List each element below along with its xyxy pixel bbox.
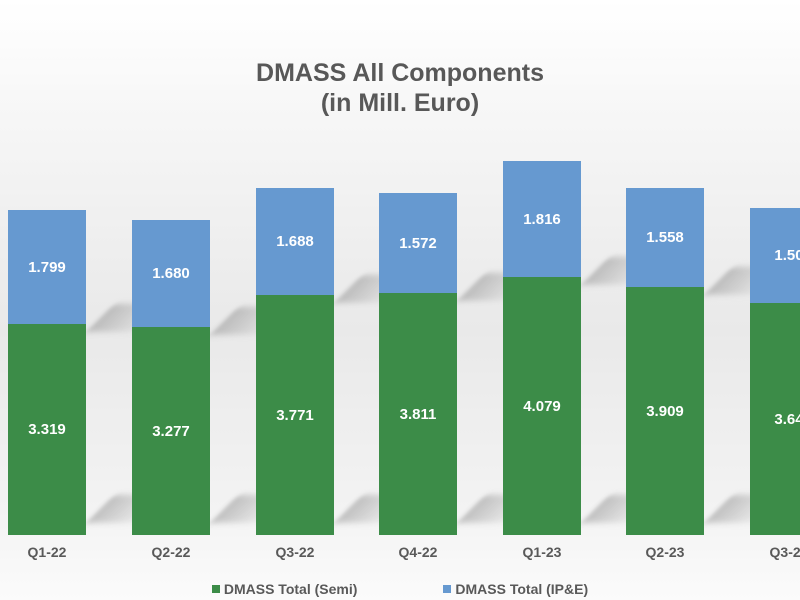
data-label-semi: 3.64	[774, 410, 800, 428]
x-axis-label: Q4-22	[398, 544, 438, 560]
bar-q2-22[interactable]: 1.680 3.277	[132, 220, 210, 535]
chart-subtitle: (in Mill. Euro)	[320, 89, 480, 117]
data-label-ipe: 1.799	[28, 258, 66, 276]
data-label-ipe: 1.50	[774, 247, 800, 264]
legend: DMASS Total (Semi) DMASS Total (IP&E)	[0, 581, 800, 597]
bar-segment-ipe[interactable]: 1.799	[8, 210, 86, 324]
chart-title: DMASS All Components (in Mill. Euro)	[0, 58, 800, 118]
chart-title-main: DMASS All Components	[256, 59, 544, 87]
data-label-ipe: 1.688	[276, 233, 314, 250]
data-label-semi: 3.319	[28, 421, 66, 438]
bar-segment-semi[interactable]: 3.64	[750, 303, 800, 535]
bar-segment-ipe[interactable]: 1.50	[750, 208, 800, 303]
bar-q1-22[interactable]: 1.799 3.319	[8, 210, 86, 535]
bar-segment-semi[interactable]: 3.277	[132, 327, 210, 535]
bar-q3-23[interactable]: 1.50 3.64	[750, 208, 800, 535]
bar-q4-22[interactable]: 1.572 3.811	[379, 193, 457, 535]
bar-segment-semi[interactable]: 3.319	[8, 324, 86, 535]
bar-segment-ipe[interactable]: 1.680	[132, 220, 210, 327]
bar-q3-22[interactable]: 1.688 3.771	[256, 188, 334, 535]
data-label-semi: 3.811	[399, 405, 437, 423]
bar-segment-ipe[interactable]: 1.572	[379, 193, 457, 293]
x-axis-label: Q1-23	[522, 544, 562, 560]
data-label-ipe: 1.680	[152, 265, 190, 282]
bar-q2-23[interactable]: 1.558 3.909	[626, 188, 704, 535]
bar-segment-semi[interactable]: 3.771	[256, 295, 334, 535]
bar-segment-semi[interactable]: 3.909	[626, 287, 704, 535]
data-label-ipe: 1.816	[523, 210, 561, 228]
data-label-semi: 3.909	[646, 402, 684, 420]
x-axis-label: Q3-23	[769, 544, 800, 560]
x-axis-label: Q1-22	[27, 544, 67, 560]
legend-swatch-semi	[211, 585, 220, 593]
bar-segment-semi[interactable]: 3.811	[379, 293, 457, 535]
bar-segment-ipe[interactable]: 1.816	[503, 161, 581, 277]
bar-segment-semi[interactable]: 4.079	[503, 277, 581, 535]
data-label-ipe: 1.558	[646, 229, 684, 246]
legend-label-ipe: DMASS Total (IP&E)	[455, 581, 589, 597]
x-axis-label: Q3-22	[275, 544, 315, 560]
legend-item-semi[interactable]: DMASS Total (Semi)	[211, 581, 358, 597]
legend-item-ipe[interactable]: DMASS Total (IP&E)	[443, 581, 588, 597]
legend-swatch-ipe	[443, 585, 452, 593]
data-label-ipe: 1.572	[399, 234, 437, 252]
bar-segment-ipe[interactable]: 1.688	[256, 188, 334, 295]
data-label-semi: 4.079	[523, 397, 561, 415]
bar-segment-ipe[interactable]: 1.558	[626, 188, 704, 287]
bar-q1-23[interactable]: 1.816 4.079	[503, 161, 581, 535]
data-label-semi: 3.277	[152, 422, 190, 440]
legend-label-semi: DMASS Total (Semi)	[223, 581, 358, 597]
x-axis-label: Q2-23	[645, 544, 685, 560]
x-axis-label: Q2-22	[151, 544, 191, 560]
data-label-semi: 3.771	[276, 406, 314, 424]
